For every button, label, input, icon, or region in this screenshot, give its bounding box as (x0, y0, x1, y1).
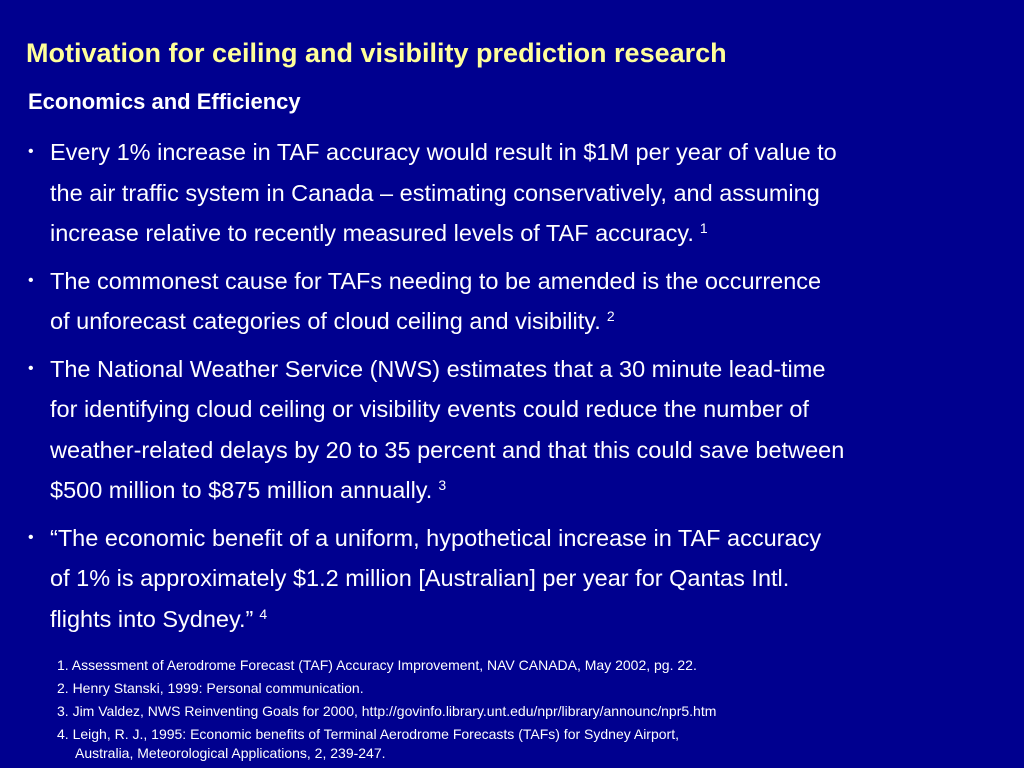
bullet-list: • Every 1% increase in TAF accuracy woul… (28, 132, 1018, 646)
bullet-line: of 1% is approximately $1.2 million [Aus… (50, 565, 790, 591)
bullet-line-text: $500 million to $875 million annually. (50, 477, 433, 503)
reference-item: 2. Henry Stanski, 1999: Personal communi… (57, 679, 716, 698)
reference-item: 1. Assessment of Aerodrome Forecast (TAF… (57, 656, 716, 675)
footnote-ref: 1 (699, 220, 708, 236)
references-list: 1. Assessment of Aerodrome Forecast (TAF… (57, 656, 716, 767)
bullet-line: The National Weather Service (NWS) estim… (50, 355, 826, 382)
reference-line: Australia, Meteorological Applications, … (75, 745, 386, 761)
bullet-line: “The economic benefit of a uniform, hypo… (50, 524, 822, 551)
bullet-item: • “The economic benefit of a uniform, hy… (28, 518, 1018, 640)
footnote-ref: 3 (438, 477, 447, 493)
bullet-line-last: $500 million to $875 million annually. 3 (50, 470, 1018, 511)
bullet-line: The commonest cause for TAFs needing to … (50, 267, 822, 294)
bullet-item: • The National Weather Service (NWS) est… (28, 349, 1018, 511)
reference-line: 1. Assessment of Aerodrome Forecast (TAF… (57, 657, 697, 673)
reference-item: 3. Jim Valdez, NWS Reinventing Goals for… (57, 702, 716, 721)
bullet-line: weather-related delays by 20 to 35 perce… (50, 436, 845, 463)
bullet-item: • The commonest cause for TAFs needing t… (28, 261, 1018, 342)
reference-line: 4. Leigh, R. J., 1995: Economic benefits… (57, 726, 679, 742)
bullet-line-text: increase relative to recently measured l… (50, 220, 694, 246)
bullet-line-last: flights into Sydney.” 4 (50, 599, 1018, 640)
reference-line: 3. Jim Valdez, NWS Reinventing Goals for… (57, 703, 717, 719)
bullet-line: for identifying cloud ceiling or visibil… (50, 396, 809, 422)
bullet-item: • Every 1% increase in TAF accuracy woul… (28, 132, 1018, 254)
bullet-line-text: of unforecast categories of cloud ceilin… (50, 308, 601, 334)
footnote-ref: 2 (606, 308, 615, 324)
bullet-icon: • (28, 271, 34, 289)
bullet-icon: • (28, 528, 34, 546)
bullet-line-last: increase relative to recently measured l… (50, 213, 1018, 254)
bullet-line-text: flights into Sydney.” (50, 605, 254, 632)
bullet-line: Every 1% increase in TAF accuracy would … (50, 139, 837, 165)
footnote-ref: 4 (259, 605, 268, 622)
bullet-icon: • (28, 143, 34, 160)
bullet-line-last: of unforecast categories of cloud ceilin… (50, 301, 1018, 342)
section-heading: Economics and Efficiency (28, 89, 301, 114)
slide-title: Motivation for ceiling and visibility pr… (26, 38, 727, 68)
reference-item: 4. Leigh, R. J., 1995: Economic benefits… (57, 725, 716, 763)
bullet-icon: • (28, 359, 34, 377)
reference-line: 2. Henry Stanski, 1999: Personal communi… (57, 680, 364, 696)
bullet-line: the air traffic system in Canada – estim… (50, 179, 820, 206)
